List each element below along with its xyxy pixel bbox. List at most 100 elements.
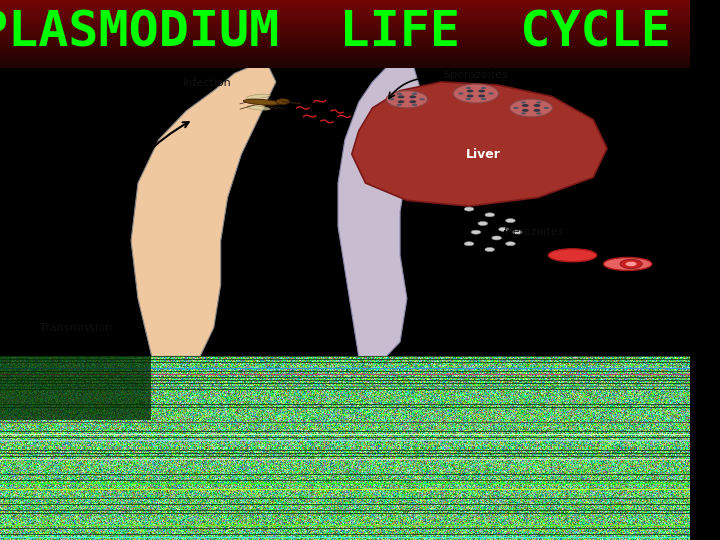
Circle shape bbox=[458, 92, 464, 94]
Bar bbox=[0, 0, 690, 2]
Ellipse shape bbox=[603, 258, 652, 271]
Bar bbox=[0, 63, 690, 64]
Bar bbox=[0, 40, 690, 42]
Bar bbox=[0, 2, 690, 3]
Circle shape bbox=[499, 227, 508, 231]
Text: PLASMODIUM  LIFE  CYCLE: PLASMODIUM LIFE CYCLE bbox=[0, 9, 670, 56]
Circle shape bbox=[510, 99, 552, 117]
Circle shape bbox=[505, 242, 516, 246]
Circle shape bbox=[276, 99, 289, 104]
Text: Infection: Infection bbox=[183, 78, 231, 89]
Bar bbox=[0, 29, 690, 30]
Circle shape bbox=[534, 104, 541, 107]
Ellipse shape bbox=[549, 249, 597, 262]
Bar bbox=[0, 5, 690, 6]
Circle shape bbox=[478, 94, 485, 97]
Circle shape bbox=[513, 107, 518, 109]
Bar bbox=[0, 47, 690, 49]
Ellipse shape bbox=[247, 94, 271, 99]
Bar bbox=[0, 27, 690, 29]
Bar bbox=[0, 25, 690, 27]
Bar bbox=[0, 15, 690, 17]
Circle shape bbox=[481, 98, 486, 100]
Bar bbox=[0, 52, 690, 54]
Bar bbox=[0, 60, 690, 63]
Text: Sporozoites: Sporozoites bbox=[444, 70, 508, 80]
Circle shape bbox=[397, 96, 405, 98]
Circle shape bbox=[389, 98, 395, 100]
Circle shape bbox=[513, 230, 522, 234]
Text: Merozoites: Merozoites bbox=[503, 227, 564, 237]
Circle shape bbox=[485, 247, 495, 252]
Circle shape bbox=[412, 104, 418, 106]
Circle shape bbox=[485, 213, 495, 217]
Ellipse shape bbox=[243, 99, 281, 105]
Bar bbox=[0, 6, 690, 9]
Bar bbox=[0, 22, 690, 24]
Bar bbox=[0, 3, 690, 5]
Circle shape bbox=[419, 98, 425, 100]
Bar bbox=[0, 17, 690, 18]
Bar bbox=[0, 59, 690, 60]
Circle shape bbox=[505, 219, 516, 222]
Bar bbox=[0, 12, 690, 14]
Circle shape bbox=[412, 93, 418, 95]
Bar bbox=[0, 37, 690, 39]
Polygon shape bbox=[352, 82, 607, 206]
Circle shape bbox=[464, 242, 474, 246]
Circle shape bbox=[410, 100, 416, 103]
Bar bbox=[0, 57, 690, 59]
Circle shape bbox=[466, 87, 471, 89]
Circle shape bbox=[522, 109, 528, 112]
Circle shape bbox=[478, 221, 487, 226]
Circle shape bbox=[481, 87, 486, 89]
Circle shape bbox=[536, 112, 541, 114]
Circle shape bbox=[492, 236, 501, 240]
Circle shape bbox=[397, 104, 402, 106]
Circle shape bbox=[397, 93, 402, 95]
Circle shape bbox=[488, 92, 494, 94]
Bar bbox=[0, 24, 690, 25]
Circle shape bbox=[453, 84, 499, 103]
Circle shape bbox=[466, 98, 471, 100]
Text: Liver: Liver bbox=[465, 147, 500, 161]
Circle shape bbox=[522, 104, 528, 107]
Circle shape bbox=[620, 259, 642, 268]
Ellipse shape bbox=[247, 106, 271, 110]
Polygon shape bbox=[131, 68, 276, 356]
Bar bbox=[0, 14, 690, 15]
Bar bbox=[0, 51, 690, 52]
Circle shape bbox=[386, 91, 428, 108]
Circle shape bbox=[467, 94, 474, 97]
Bar bbox=[0, 64, 690, 66]
Circle shape bbox=[521, 112, 526, 114]
Bar bbox=[0, 9, 690, 10]
Bar bbox=[0, 45, 690, 47]
Bar bbox=[0, 42, 690, 44]
Polygon shape bbox=[338, 68, 420, 356]
Circle shape bbox=[467, 90, 474, 92]
Circle shape bbox=[464, 207, 474, 211]
Bar bbox=[0, 33, 690, 36]
Bar bbox=[0, 30, 690, 32]
Bar bbox=[0, 10, 690, 12]
Bar bbox=[0, 39, 690, 40]
Circle shape bbox=[397, 100, 405, 103]
Circle shape bbox=[544, 107, 549, 109]
Circle shape bbox=[626, 262, 636, 266]
Bar bbox=[0, 66, 690, 68]
Circle shape bbox=[521, 102, 526, 104]
Bar bbox=[0, 20, 690, 22]
Bar bbox=[0, 36, 690, 37]
Circle shape bbox=[534, 109, 541, 112]
Bar bbox=[0, 44, 690, 45]
Bar bbox=[0, 18, 690, 20]
Circle shape bbox=[478, 90, 485, 92]
Bar bbox=[0, 32, 690, 33]
Bar bbox=[0, 54, 690, 56]
Bar bbox=[0, 56, 690, 57]
Circle shape bbox=[536, 102, 541, 104]
Circle shape bbox=[410, 96, 416, 98]
Text: Transmission: Transmission bbox=[40, 322, 112, 333]
Circle shape bbox=[471, 230, 481, 234]
